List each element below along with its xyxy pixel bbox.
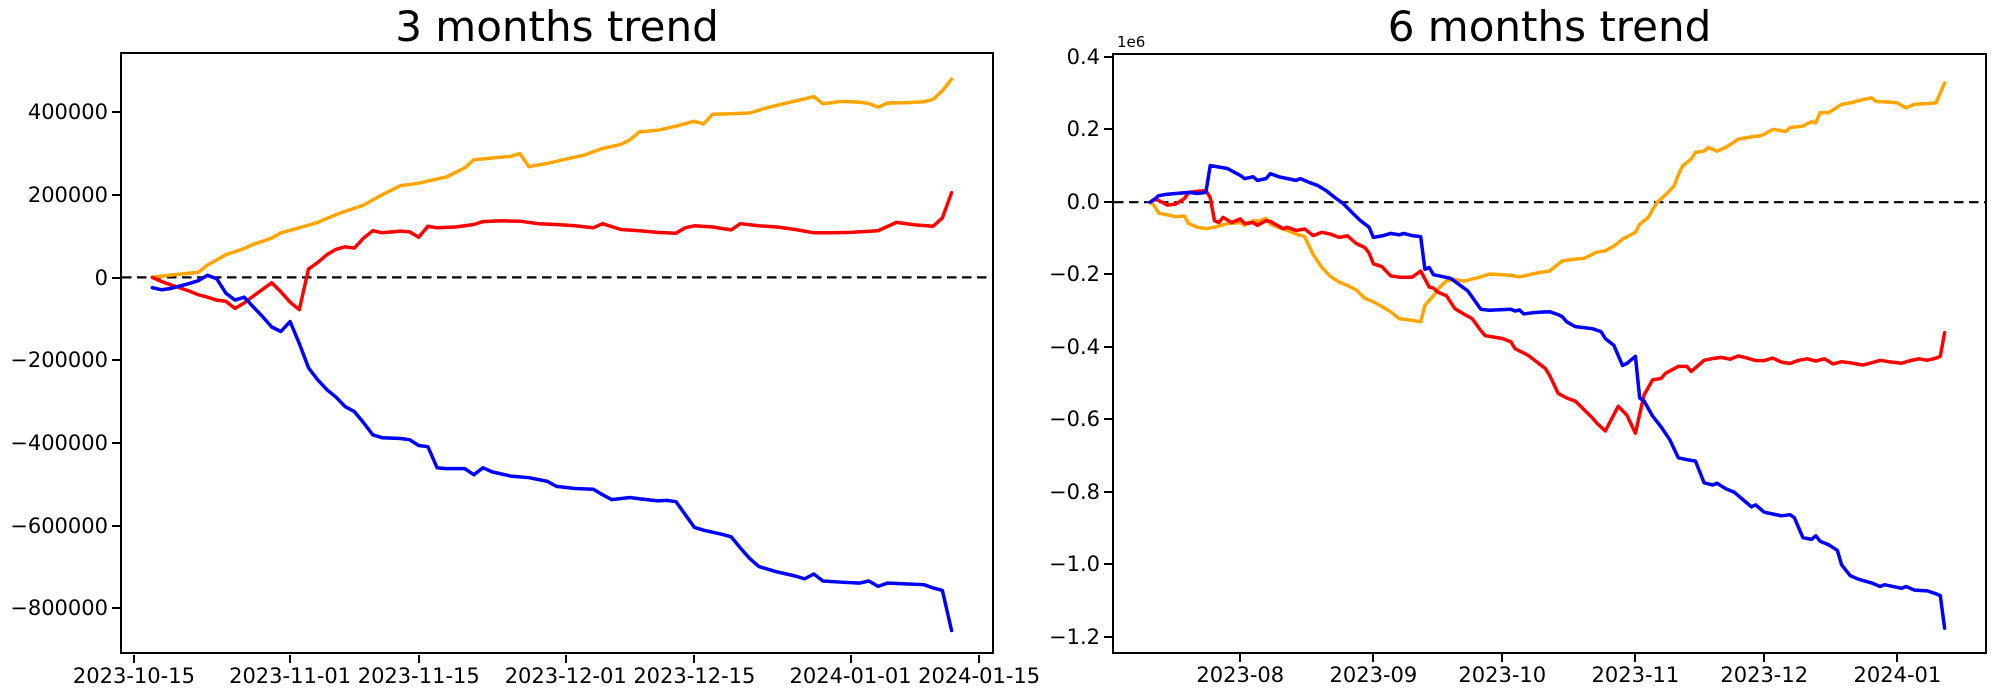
x-tick-label: 2023-09 (1329, 663, 1418, 687)
y-tick-label: −200000 (10, 348, 108, 373)
x-tick-label: 2023-11-15 (357, 663, 480, 688)
y-tick-mark (112, 607, 120, 610)
x-tick-mark (1763, 654, 1766, 662)
series-line-blue (1148, 163, 1947, 630)
x-tick-label: 2023-10 (1458, 663, 1547, 687)
x-tick-mark (564, 654, 567, 663)
series-line-red (150, 191, 954, 312)
series-line-orange (150, 77, 954, 280)
x-tick-label: 2023-08 (1196, 663, 1285, 687)
x-tick-mark (1501, 654, 1504, 662)
x-tick-label: 2024-01 (1853, 663, 1942, 687)
y-tick-label: −1.2 (1049, 624, 1100, 649)
x-tick-mark (1634, 654, 1637, 662)
x-tick-mark (693, 654, 696, 663)
y-tick-mark (112, 111, 120, 114)
x-tick-label: 2024-01-15 (918, 663, 1041, 688)
chart-title: 6 months trend (1387, 2, 1712, 51)
y-tick-mark (1104, 128, 1112, 131)
x-tick-mark (289, 654, 292, 663)
y-tick-label: −800000 (10, 596, 108, 621)
y-tick-label: 0 (94, 265, 108, 290)
y-tick-mark (112, 359, 120, 362)
x-tick-mark (1896, 654, 1899, 662)
chart-title: 3 months trend (395, 2, 719, 51)
x-tick-mark (132, 654, 135, 663)
series-line-blue (150, 273, 954, 633)
y-tick-label: −600000 (10, 513, 108, 538)
x-tick-label: 2023-12-15 (633, 663, 756, 688)
y-tick-label: −1.0 (1049, 552, 1100, 577)
series-line-orange (1148, 80, 1947, 324)
x-tick-label: 2023-11 (1591, 663, 1680, 687)
y-tick-mark (1104, 490, 1112, 493)
y-tick-label: 0.0 (1066, 189, 1100, 214)
x-tick-label: 2023-12-01 (504, 663, 627, 688)
y-tick-label: 200000 (27, 183, 108, 208)
x-tick-mark (978, 654, 981, 663)
y-tick-label: −0.8 (1049, 479, 1100, 504)
x-tick-mark (849, 654, 852, 663)
y-tick-mark (1104, 200, 1112, 203)
x-tick-mark (417, 654, 420, 663)
x-tick-label: 2023-11-01 (229, 663, 352, 688)
y-tick-label: −0.4 (1049, 334, 1100, 359)
plot-area (1112, 52, 1987, 654)
y-tick-mark (1104, 273, 1112, 276)
y-tick-mark (1104, 55, 1112, 58)
x-tick-mark (1372, 654, 1375, 662)
series-svg (122, 77, 992, 633)
x-tick-label: 2024-01-01 (789, 663, 912, 688)
y-tick-mark (112, 276, 120, 279)
y-axis-offset-label: 1e6 (1117, 32, 1146, 51)
x-tick-mark (1239, 654, 1242, 662)
x-tick-label: 2023-10-15 (72, 663, 195, 688)
y-tick-label: −0.6 (1049, 407, 1100, 432)
y-tick-label: −0.2 (1049, 262, 1100, 287)
x-tick-label: 2023-12 (1720, 663, 1809, 687)
y-tick-label: 400000 (27, 100, 108, 125)
y-tick-label: 0.2 (1066, 117, 1100, 142)
series-svg (1114, 80, 1985, 630)
y-tick-mark (112, 441, 120, 444)
y-tick-mark (1104, 345, 1112, 348)
y-tick-mark (1104, 418, 1112, 421)
series-line-red (1148, 188, 1947, 435)
y-tick-label: 0.4 (1066, 44, 1100, 69)
y-tick-mark (1104, 563, 1112, 566)
y-tick-mark (112, 194, 120, 197)
plot-area (120, 52, 994, 655)
y-tick-mark (112, 524, 120, 527)
y-tick-mark (1104, 635, 1112, 638)
y-tick-label: −400000 (10, 430, 108, 455)
